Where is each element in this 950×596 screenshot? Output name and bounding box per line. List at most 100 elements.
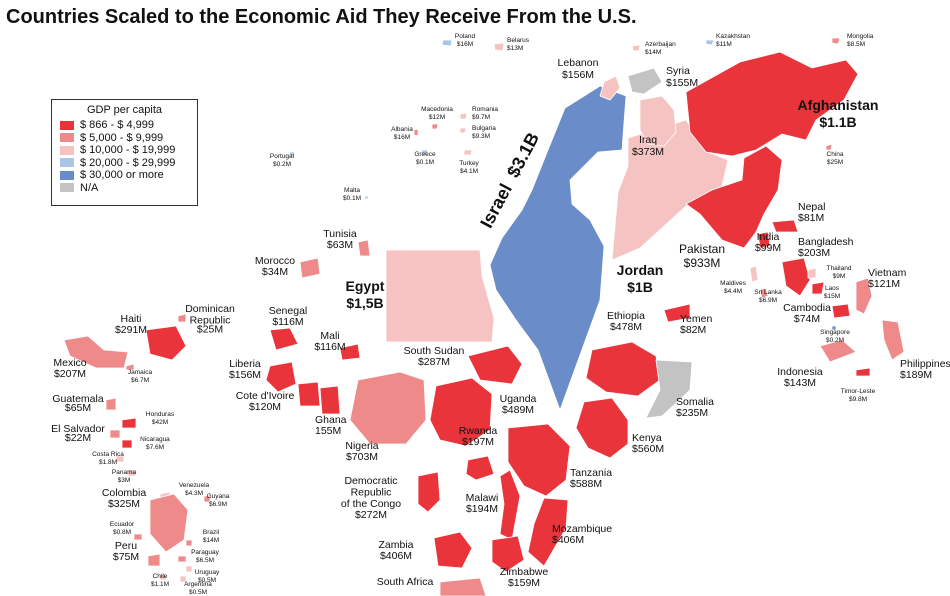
country-shape-laos xyxy=(811,281,825,295)
country-aid: $9.7M xyxy=(472,114,490,121)
country-aid: $16M xyxy=(457,41,473,48)
country-name: South Africa xyxy=(377,576,434,588)
country-name: Egypt xyxy=(346,278,385,294)
country-name: Yemen xyxy=(680,313,712,325)
legend-label: $ 866 - $ 4,999 xyxy=(80,119,155,132)
country-label-thailand: Thailand$9M xyxy=(827,265,852,280)
country-name: Romania xyxy=(472,106,498,113)
country-name: Malta xyxy=(344,187,360,194)
country-label-cote-d-ivoire: Cote d'Ivoire$120M xyxy=(236,390,295,413)
country-shape-south-africa xyxy=(439,577,487,596)
country-shape-mozambique xyxy=(527,497,569,567)
country-label-argentina: Argentina$0.5M xyxy=(184,581,212,596)
country-name: Lebanon xyxy=(558,57,599,69)
country-name: Morocco xyxy=(255,255,295,267)
country-aid: $291M xyxy=(115,324,147,336)
country-name: Somalia xyxy=(676,396,714,408)
country-aid: $703M xyxy=(346,451,378,463)
country-label-sri-lanka: Sri Lanka$6.9M xyxy=(754,289,782,304)
country-name: Belarus xyxy=(507,37,530,44)
country-shape-mexico xyxy=(63,335,129,369)
country-name: Greece xyxy=(414,151,436,158)
legend-label: $ 20,000 - $ 29,999 xyxy=(80,156,176,169)
country-aid: $3M xyxy=(118,477,131,484)
country-label-laos: Laos$15M xyxy=(824,285,840,300)
country-aid: $34M xyxy=(262,266,288,278)
country-label-vietnam: Vietnam$121M xyxy=(868,267,907,290)
country-name: China xyxy=(827,151,844,158)
country-aid: $155M xyxy=(666,77,698,89)
country-name: Philippines xyxy=(900,358,950,370)
country-name: Brazil xyxy=(203,529,220,536)
country-label-costa-rica: Costa Rica$1.8M xyxy=(92,451,124,466)
country-shape-morocco xyxy=(299,257,321,279)
country-shape-bangladesh xyxy=(781,257,811,297)
country-aid: $197M xyxy=(462,436,494,448)
country-aid: $1.8M xyxy=(99,459,117,466)
country-name: India xyxy=(757,231,780,243)
country-label-mozambique: Mozambique$406M xyxy=(552,523,612,546)
country-aid: $22M xyxy=(65,432,91,444)
legend-swatch xyxy=(60,145,74,155)
country-shape-egypt xyxy=(385,249,495,343)
country-aid: $4.3M xyxy=(185,490,203,497)
country-aid: $287M xyxy=(418,356,450,368)
country-label-afghanistan: Afghanistan$1.1B xyxy=(798,97,879,130)
country-name: Zimbabwe xyxy=(500,566,549,578)
country-name: Venezuela xyxy=(179,482,210,489)
country-name: Timor-Leste xyxy=(841,388,876,395)
country-aid: $203M xyxy=(798,247,830,259)
country-label-tanzania: Tanzania$588M xyxy=(570,467,612,490)
country-aid: $12M xyxy=(429,114,445,121)
country-name: Zambia xyxy=(378,539,413,551)
legend-item: $ 10,000 - $ 19,999 xyxy=(60,144,189,157)
country-label-greece: Greece$0.1M xyxy=(414,151,436,166)
country-label-somalia: Somalia$235M xyxy=(676,396,714,419)
country-shape-syria xyxy=(627,67,663,95)
country-label-zambia: Zambia$406M xyxy=(378,539,413,562)
country-shape-colombia xyxy=(149,493,189,553)
country-shape-el-salvador xyxy=(109,429,121,439)
country-shape-india xyxy=(757,231,771,249)
country-name: Uruguay xyxy=(195,569,220,576)
country-label-cambodia: Cambodia$74M xyxy=(783,302,831,325)
country-name: Syria xyxy=(666,65,690,77)
country-name: Ethiopia xyxy=(607,310,645,322)
country-shape-israel xyxy=(489,85,627,412)
country-shape-ethiopia xyxy=(585,341,661,397)
country-aid: $6.7M xyxy=(131,377,149,384)
country-shape-cote-d-ivoire xyxy=(297,381,321,407)
legend-title: GDP per capita xyxy=(86,104,162,116)
country-name: Colombia xyxy=(102,487,147,499)
country-aid: $9M xyxy=(833,273,846,280)
country-shape-south-sudan xyxy=(467,345,523,385)
country-name: Portugal xyxy=(270,153,295,160)
country-aid: $9.8M xyxy=(849,396,867,403)
country-name: Jamaica xyxy=(128,369,153,376)
country-label-china: China$25M xyxy=(827,151,844,166)
country-label-honduras: Honduras$42M xyxy=(146,411,175,426)
country-label-uganda: Uganda$489M xyxy=(500,393,537,416)
country-name: Bangladesh xyxy=(798,236,854,248)
country-name: Singapore xyxy=(820,329,850,336)
country-label-mexico: Mexico$207M xyxy=(53,357,86,380)
country-label-tunisia: Tunisia$63M xyxy=(323,228,357,251)
country-shape-albania xyxy=(413,128,419,137)
country-name: Vietnam xyxy=(868,267,907,279)
legend-label: $ 5,000 - $ 9,999 xyxy=(80,131,164,144)
country-aid: $0.2M xyxy=(826,337,844,344)
country-shape-democratic-republic-of-the-congo xyxy=(417,471,441,513)
country-name: Guatemala xyxy=(52,393,104,405)
country-label-mali: Mali$116M xyxy=(314,330,345,353)
country-aid: $933M xyxy=(684,256,721,270)
country-aid: $1,5B xyxy=(346,295,383,311)
country-aid: $16M xyxy=(394,134,410,141)
country-name: Costa Rica xyxy=(92,451,124,458)
legend-swatch xyxy=(60,183,74,193)
country-aid: $81M xyxy=(798,212,824,224)
country-label-venezuela: Venezuela$4.3M xyxy=(179,482,210,497)
country-aid: $7.6M xyxy=(146,444,164,451)
country-aid: $560M xyxy=(632,443,664,455)
country-label-maldives: Maldives$4.4M xyxy=(720,280,746,295)
country-label-malta: Malta$0.1M xyxy=(343,187,361,202)
